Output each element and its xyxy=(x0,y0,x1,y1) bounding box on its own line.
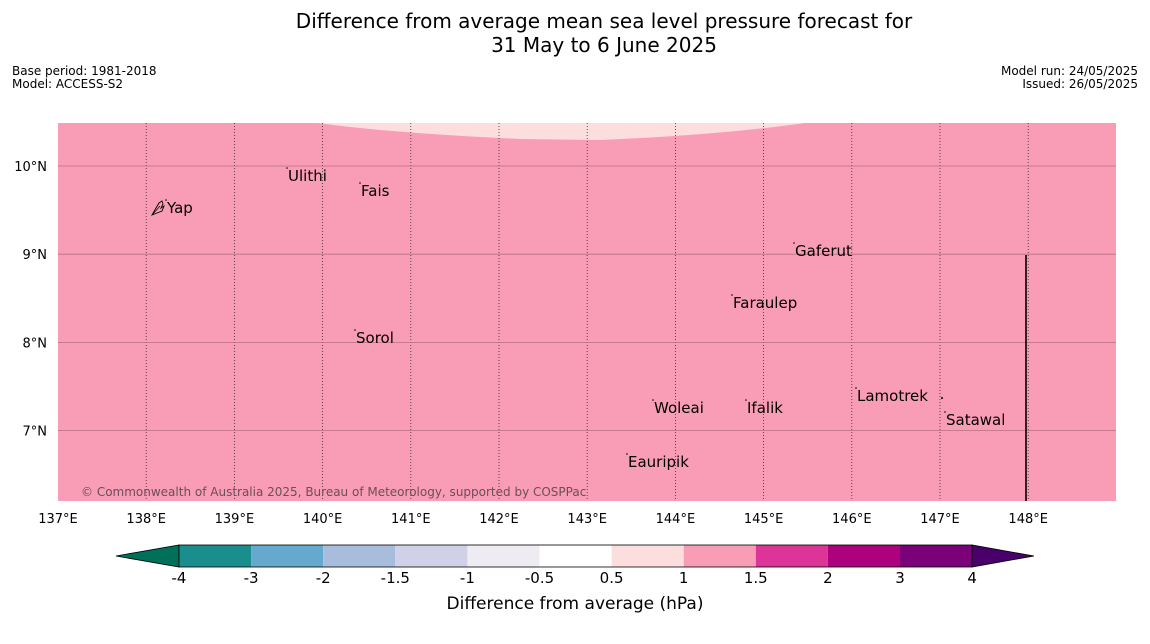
issued-text: Issued: 26/05/2025 xyxy=(1022,77,1138,91)
model-text: Model: ACCESS-S2 xyxy=(12,77,124,91)
colorbar-tick-label: 0.5 xyxy=(600,569,624,587)
latitude-tick-label: 9°N xyxy=(23,248,48,263)
place-label: Sorol xyxy=(356,329,394,347)
place-label: Yap xyxy=(166,199,193,217)
title-line-1: Difference from average mean sea level p… xyxy=(295,9,913,33)
place-label: Gaferut xyxy=(795,242,852,260)
longitude-tick-label: 139°E xyxy=(215,512,255,527)
copyright-text: © Commonwealth of Australia 2025, Bureau… xyxy=(81,485,586,499)
island-dot xyxy=(354,329,356,331)
place-label: Fais xyxy=(361,182,390,200)
colorbar-tick-label: 1.5 xyxy=(744,569,768,587)
place-label: Faraulep xyxy=(733,294,797,312)
chart-title: Difference from average mean sea level p… xyxy=(0,9,1150,57)
colorbar-tick-label: 2 xyxy=(823,569,833,587)
island-dot xyxy=(745,399,747,401)
meta-right: Model run: 24/05/2025 Issued: 26/05/2025 xyxy=(1001,65,1138,91)
colorbar-label: Difference from average (hPa) xyxy=(446,594,704,614)
longitude-tick-label: 147°E xyxy=(920,512,960,527)
longitude-tick-label: 148°E xyxy=(1008,512,1048,527)
place-label: Satawal xyxy=(946,411,1005,429)
colorbar-frame xyxy=(178,544,973,568)
latitude-tick-label: 10°N xyxy=(14,160,47,175)
colorbar-segment xyxy=(467,545,540,567)
colorbar-tick-label: 1 xyxy=(679,569,689,587)
colorbar-segment xyxy=(755,545,828,567)
colorbar-segment xyxy=(827,545,900,567)
anomaly-contour-band xyxy=(318,123,805,140)
longitude-tick-label: 146°E xyxy=(832,512,872,527)
longitude-tick-label: 140°E xyxy=(303,512,343,527)
island-dot xyxy=(626,453,628,455)
island-dot xyxy=(359,182,361,184)
place-label: Eauripik xyxy=(628,453,689,471)
island-dot xyxy=(941,397,943,399)
colorbar-segment xyxy=(611,545,684,567)
colorbar-segment xyxy=(395,545,468,567)
colorbar-segment xyxy=(179,545,252,567)
colorbar-tick-label: -0.5 xyxy=(525,569,554,587)
longitude-tick-label: 138°E xyxy=(126,512,166,527)
colorbar-tick-label: 3 xyxy=(895,569,905,587)
place-label: Ifalik xyxy=(747,399,783,417)
colorbar-tick-label: -3 xyxy=(244,569,259,587)
colorbar-over-extend xyxy=(971,544,1035,568)
longitude-tick-label: 145°E xyxy=(744,512,784,527)
meta-left: Base period: 1981-2018 Model: ACCESS-S2 xyxy=(12,65,157,91)
title-line-2: 31 May to 6 June 2025 xyxy=(491,33,717,57)
latitude-tick-label: 8°N xyxy=(23,336,48,351)
island-dot xyxy=(944,411,946,413)
island-dot xyxy=(731,294,733,296)
colorbar-segment xyxy=(539,545,612,567)
place-label: Lamotrek xyxy=(857,387,928,405)
island-dot xyxy=(286,167,288,169)
longitude-tick-label: 143°E xyxy=(567,512,607,527)
colorbar-tick-label: -4 xyxy=(172,569,187,587)
model-run-text: Model run: 24/05/2025 xyxy=(1000,64,1138,78)
base-period-text: Base period: 1981-2018 xyxy=(12,64,157,78)
colorbar-tick-label: 4 xyxy=(967,569,977,587)
colorbar-tick-label: -1.5 xyxy=(381,569,410,587)
colorbar-segment xyxy=(683,545,756,567)
colorbar-under-extend xyxy=(115,544,180,568)
colorbar-segment xyxy=(251,545,324,567)
island-dot xyxy=(165,199,167,201)
colorbar-tick-label: -2 xyxy=(316,569,331,587)
longitude-tick-label: 142°E xyxy=(479,512,519,527)
place-label: Woleai xyxy=(654,399,704,417)
colorbar-segment xyxy=(323,545,396,567)
yap-island-icon xyxy=(150,200,165,216)
longitude-tick-label: 144°E xyxy=(656,512,696,527)
place-label: Ulithi xyxy=(288,167,327,185)
colorbar: -4 -3 -2 -1.5 -1 -0.5 0.5 1 1.5 2 3 4 xyxy=(115,544,1035,587)
island-dot xyxy=(793,242,795,244)
island-dot xyxy=(855,387,857,389)
colorbar-tick-label: -1 xyxy=(460,569,475,587)
latitude-tick-label: 7°N xyxy=(23,425,48,440)
longitude-tick-label: 141°E xyxy=(391,512,431,527)
island-dot xyxy=(652,399,654,401)
colorbar-segment xyxy=(900,545,973,567)
longitude-tick-label: 137°E xyxy=(38,512,78,527)
